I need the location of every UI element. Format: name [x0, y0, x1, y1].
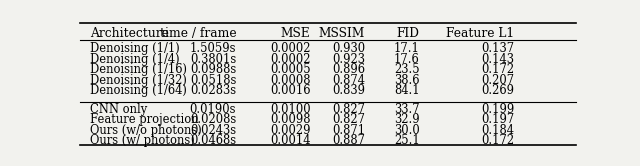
Text: time / frame: time / frame — [159, 27, 236, 40]
Text: 0.0468s: 0.0468s — [190, 134, 236, 147]
Text: 0.0008: 0.0008 — [270, 74, 310, 87]
Text: MSE: MSE — [281, 27, 310, 40]
Text: 0.0016: 0.0016 — [270, 84, 310, 97]
Text: 0.874: 0.874 — [332, 74, 365, 87]
Text: 0.0014: 0.0014 — [270, 134, 310, 147]
Text: 0.269: 0.269 — [481, 84, 514, 97]
Text: 23.5: 23.5 — [394, 63, 420, 76]
Text: 0.137: 0.137 — [481, 42, 514, 55]
Text: 0.0098: 0.0098 — [270, 113, 310, 126]
Text: 0.896: 0.896 — [332, 63, 365, 76]
Text: 17.6: 17.6 — [394, 53, 420, 66]
Text: 0.827: 0.827 — [332, 113, 365, 126]
Text: 0.930: 0.930 — [332, 42, 365, 55]
Text: 32.9: 32.9 — [394, 113, 420, 126]
Text: 33.7: 33.7 — [394, 103, 420, 116]
Text: 1.5059s: 1.5059s — [189, 42, 236, 55]
Text: Denoising (1/64): Denoising (1/64) — [90, 84, 187, 97]
Text: CNN only: CNN only — [90, 103, 147, 116]
Text: Denoising (1/16): Denoising (1/16) — [90, 63, 187, 76]
Text: MSSIM: MSSIM — [319, 27, 365, 40]
Text: 84.1: 84.1 — [394, 84, 420, 97]
Text: 0.887: 0.887 — [332, 134, 365, 147]
Text: 0.0005: 0.0005 — [270, 63, 310, 76]
Text: 30.0: 30.0 — [394, 124, 420, 137]
Text: FID: FID — [397, 27, 420, 40]
Text: 0.0208s: 0.0208s — [190, 113, 236, 126]
Text: Feature L1: Feature L1 — [446, 27, 514, 40]
Text: 0.199: 0.199 — [481, 103, 514, 116]
Text: Ours (w/o photons): Ours (w/o photons) — [90, 124, 202, 137]
Text: Denoising (1/32): Denoising (1/32) — [90, 74, 187, 87]
Text: Denoising (1/1): Denoising (1/1) — [90, 42, 180, 55]
Text: 0.0283s: 0.0283s — [190, 84, 236, 97]
Text: Feature projection: Feature projection — [90, 113, 198, 126]
Text: 38.6: 38.6 — [394, 74, 420, 87]
Text: 17.1: 17.1 — [394, 42, 420, 55]
Text: 0.0002: 0.0002 — [270, 42, 310, 55]
Text: 0.172: 0.172 — [481, 63, 514, 76]
Text: 0.143: 0.143 — [481, 53, 514, 66]
Text: 0.827: 0.827 — [332, 103, 365, 116]
Text: 0.923: 0.923 — [332, 53, 365, 66]
Text: 0.0988s: 0.0988s — [190, 63, 236, 76]
Text: 0.184: 0.184 — [481, 124, 514, 137]
Text: Architecture: Architecture — [90, 27, 169, 40]
Text: 0.207: 0.207 — [481, 74, 514, 87]
Text: 0.0190s: 0.0190s — [189, 103, 236, 116]
Text: 0.0100: 0.0100 — [270, 103, 310, 116]
Text: 25.1: 25.1 — [394, 134, 420, 147]
Text: 0.172: 0.172 — [481, 134, 514, 147]
Text: Denoising (1/4): Denoising (1/4) — [90, 53, 180, 66]
Text: 0.871: 0.871 — [332, 124, 365, 137]
Text: 0.0518s: 0.0518s — [190, 74, 236, 87]
Text: 0.839: 0.839 — [332, 84, 365, 97]
Text: 0.0243s: 0.0243s — [190, 124, 236, 137]
Text: 0.197: 0.197 — [481, 113, 514, 126]
Text: Ours (w/ photons): Ours (w/ photons) — [90, 134, 195, 147]
Text: 0.0029: 0.0029 — [270, 124, 310, 137]
Text: 0.0002: 0.0002 — [270, 53, 310, 66]
Text: 0.3801s: 0.3801s — [190, 53, 236, 66]
